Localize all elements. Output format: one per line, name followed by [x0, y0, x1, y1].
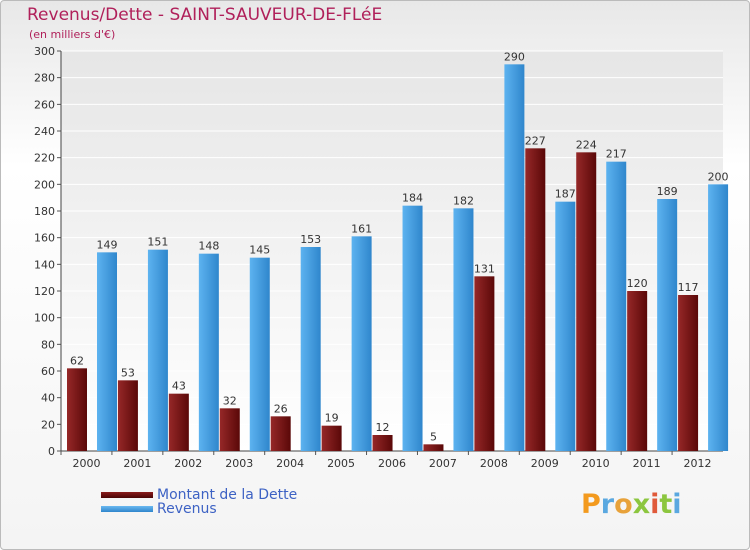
chart-subtitle: (en milliers d'€) — [29, 28, 116, 41]
y-tick-label: 300 — [34, 45, 55, 58]
bar-revenue-2002 — [198, 253, 219, 451]
logo-letter: i — [650, 489, 660, 520]
data-label-debt: 120 — [627, 277, 648, 290]
x-tick-label: 2009 — [531, 457, 559, 470]
data-label-revenue: 187 — [555, 188, 576, 201]
x-tick-label: 2004 — [276, 457, 304, 470]
logo-letter: P — [581, 489, 601, 520]
logo-letter: i — [672, 489, 682, 520]
y-tick-label: 80 — [41, 338, 55, 351]
data-label-debt: 12 — [376, 421, 390, 434]
data-label-debt: 32 — [223, 394, 237, 407]
y-tick-label: 200 — [34, 178, 55, 191]
bar-debt-2008 — [474, 276, 495, 451]
data-label-revenue: 153 — [300, 233, 321, 246]
bar-revenue-2004 — [300, 247, 321, 451]
y-tick-label: 100 — [34, 312, 55, 325]
bar-revenue-2008 — [504, 64, 525, 452]
data-label-revenue: 145 — [249, 244, 270, 257]
x-tick-label: 2006 — [378, 457, 406, 470]
legend-item-revenue: Revenus — [101, 501, 217, 517]
chart-title: Revenus/Dette - SAINT-SAUVEUR-DE-FLéE — [27, 5, 383, 25]
bar-debt-2005 — [321, 425, 342, 451]
y-tick-label: 240 — [34, 125, 55, 138]
y-tick-label: 0 — [48, 445, 55, 458]
data-label-revenue: 148 — [198, 240, 219, 253]
bar-debt-2002 — [168, 393, 189, 451]
x-tick-label: 2001 — [123, 457, 151, 470]
bar-revenue-2003 — [249, 257, 270, 451]
bar-revenue-2010 — [606, 161, 627, 451]
data-label-revenue: 217 — [606, 148, 627, 161]
legend-label-revenue: Revenus — [157, 501, 217, 517]
y-tick-label: 40 — [41, 392, 55, 405]
bar-debt-2004 — [270, 416, 291, 451]
data-label-revenue: 149 — [97, 238, 118, 251]
data-label-revenue: 184 — [402, 192, 423, 205]
y-tick-label: 160 — [34, 232, 55, 245]
legend-label-debt: Montant de la Dette — [157, 487, 298, 503]
x-tick-label: 2010 — [582, 457, 610, 470]
x-tick-label: 2000 — [72, 457, 100, 470]
data-label-revenue: 182 — [453, 194, 474, 207]
data-label-revenue: 290 — [504, 50, 525, 63]
data-label-debt: 62 — [70, 354, 84, 367]
bar-debt-2009 — [525, 148, 546, 452]
y-tick-label: 180 — [34, 205, 55, 218]
y-tick-label: 280 — [34, 72, 55, 85]
bar-revenue-2001 — [147, 249, 168, 451]
bar-revenue-2006 — [402, 205, 423, 451]
x-tick-label: 2002 — [174, 457, 202, 470]
y-tick-label: 260 — [34, 98, 55, 111]
data-label-revenue: 151 — [147, 236, 168, 249]
logo-letter: o — [614, 489, 633, 520]
legend-swatch-debt — [101, 492, 153, 498]
data-label-debt: 131 — [474, 262, 495, 275]
bar-revenue-2005 — [351, 236, 372, 451]
logo-letter: x — [632, 489, 651, 520]
bar-debt-2012 — [678, 295, 699, 451]
data-label-debt: 53 — [121, 366, 135, 379]
data-label-debt: 224 — [576, 138, 597, 151]
logo-letter: r — [600, 489, 615, 520]
bar-debt-2000 — [67, 368, 87, 451]
x-tick-label: 2011 — [633, 457, 661, 470]
y-tick-label: 140 — [34, 258, 55, 271]
data-label-debt: 19 — [325, 412, 339, 425]
y-tick-label: 20 — [41, 418, 55, 431]
y-tick-label: 220 — [34, 152, 55, 165]
logo-letter: t — [659, 489, 673, 520]
legend-item-debt: Montant de la Dette — [101, 487, 297, 503]
bar-debt-2006 — [372, 435, 393, 451]
data-label-debt: 26 — [274, 402, 288, 415]
x-tick-label: 2007 — [429, 457, 457, 470]
data-label-debt: 227 — [525, 134, 546, 147]
bar-revenue-2012 — [708, 184, 729, 452]
bar-revenue-2007 — [453, 208, 474, 451]
bar-revenue-2011 — [657, 199, 678, 451]
x-tick-label: 2012 — [684, 457, 712, 470]
bar-debt-2003 — [219, 408, 240, 451]
proxiti-logo: Proxiti — [581, 489, 682, 520]
x-tick-label: 2005 — [327, 457, 355, 470]
data-label-debt: 43 — [172, 380, 186, 393]
bar-debt-2001 — [117, 380, 138, 451]
bar-debt-2011 — [627, 291, 648, 451]
data-label-revenue: 200 — [708, 170, 729, 183]
x-tick-label: 2008 — [480, 457, 508, 470]
data-label-debt: 5 — [430, 430, 437, 443]
y-tick-label: 60 — [41, 365, 55, 378]
bar-debt-2010 — [576, 152, 597, 452]
y-tick-label: 120 — [34, 285, 55, 298]
data-label-revenue: 189 — [657, 185, 678, 198]
bar-revenue-2009 — [555, 201, 576, 451]
data-label-revenue: 161 — [351, 222, 372, 235]
bar-debt-2007 — [423, 444, 444, 451]
bar-revenue-2000 — [97, 252, 117, 451]
legend-swatch-revenue — [101, 506, 153, 512]
data-label-debt: 117 — [678, 281, 699, 294]
x-tick-label: 2003 — [225, 457, 253, 470]
